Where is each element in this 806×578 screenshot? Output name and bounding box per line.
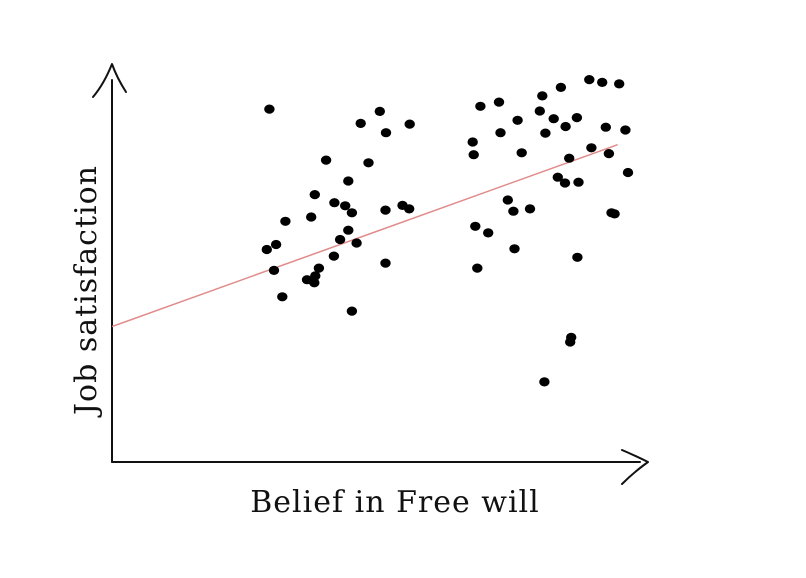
data-point <box>606 208 617 218</box>
data-point <box>620 125 631 135</box>
data-point <box>468 150 479 160</box>
data-point <box>565 337 576 347</box>
data-point <box>512 115 523 125</box>
data-point <box>343 225 354 235</box>
data-point <box>508 206 519 216</box>
data-point <box>380 128 392 138</box>
data-point <box>277 292 288 302</box>
data-point <box>573 177 584 187</box>
data-point <box>270 239 282 250</box>
data-point <box>483 228 494 238</box>
data-point <box>355 118 366 128</box>
data-point <box>309 190 320 200</box>
data-point <box>509 244 520 254</box>
data-point <box>586 143 597 153</box>
data-point <box>622 167 634 178</box>
data-point <box>467 137 478 147</box>
data-point <box>560 121 571 132</box>
data-point <box>340 201 351 211</box>
data-point <box>502 195 513 205</box>
data-point <box>309 278 320 288</box>
x-axis-label: Belief in Free will <box>250 485 540 520</box>
data-point <box>343 176 354 186</box>
data-point <box>363 158 374 168</box>
data-point <box>313 263 325 273</box>
data-point <box>329 198 340 208</box>
axes <box>92 63 649 485</box>
data-point <box>346 306 358 316</box>
data-point <box>470 221 481 231</box>
data-point <box>404 204 415 214</box>
data-point <box>597 77 608 87</box>
data-point <box>306 212 317 222</box>
trend-line <box>111 143 618 328</box>
x-axis-arrow <box>621 449 649 485</box>
data-point <box>475 101 486 111</box>
data-point <box>380 258 391 268</box>
data-point <box>603 149 615 159</box>
data-points <box>261 75 634 387</box>
data-point <box>310 271 321 281</box>
data-point <box>264 104 275 114</box>
data-point <box>555 82 567 92</box>
data-point <box>320 155 332 165</box>
data-point <box>328 251 340 261</box>
data-point <box>548 114 559 124</box>
data-point <box>552 172 563 182</box>
data-point <box>564 153 575 163</box>
data-point <box>614 79 625 89</box>
data-point <box>537 91 548 101</box>
y-axis-arrow <box>92 63 127 98</box>
data-point <box>584 75 595 85</box>
data-point <box>534 106 545 116</box>
data-point <box>571 113 583 123</box>
data-point <box>559 178 571 188</box>
data-point <box>572 252 583 262</box>
data-point <box>261 244 272 255</box>
data-point <box>600 122 611 132</box>
data-point <box>472 263 483 273</box>
data-point <box>380 205 391 215</box>
data-point <box>495 128 506 138</box>
data-point <box>268 265 280 275</box>
data-point <box>346 208 358 218</box>
data-point <box>539 377 550 387</box>
data-point <box>280 216 291 226</box>
data-point <box>524 204 536 214</box>
data-point <box>404 119 415 129</box>
data-point <box>516 148 527 158</box>
y-axis-label: Job satisfaction <box>69 165 104 418</box>
data-point <box>334 234 346 245</box>
data-point <box>374 106 385 116</box>
data-point <box>540 128 551 138</box>
data-point <box>493 97 505 107</box>
data-point <box>351 238 362 248</box>
